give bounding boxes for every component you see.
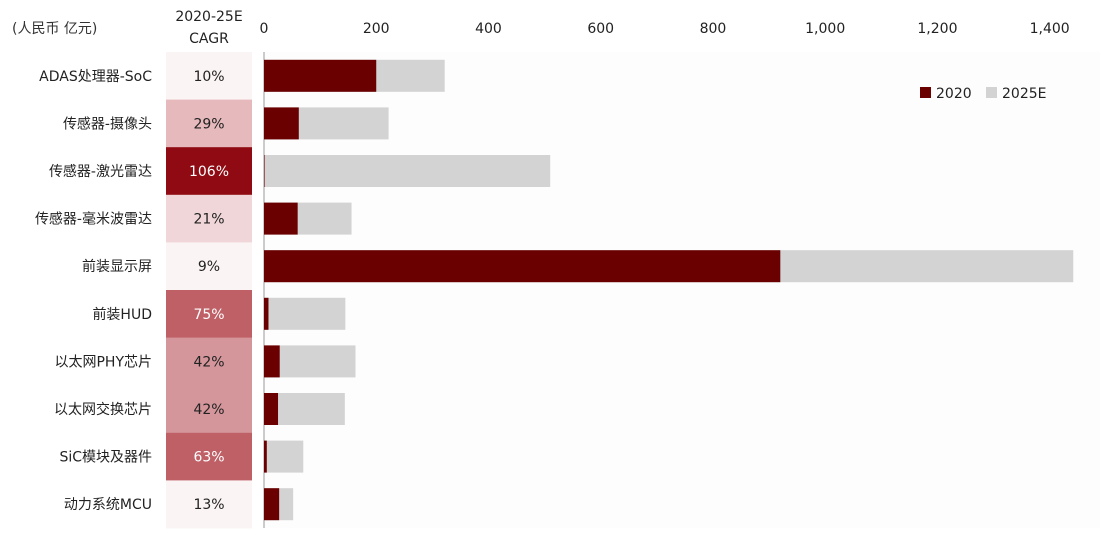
cagr-cell — [166, 337, 252, 386]
legend-swatch-2020 — [920, 87, 931, 98]
legend-swatch-2025e — [986, 87, 997, 98]
cagr-cell — [166, 147, 252, 196]
category-label: 前装显示屏 — [82, 258, 152, 275]
bar-2020 — [264, 107, 299, 140]
bar-2020 — [264, 202, 298, 235]
cagr-cell — [166, 290, 252, 339]
bar-2020 — [264, 59, 377, 92]
cagr-value: 63% — [193, 450, 224, 466]
cagr-header: 2020-25E CAGR — [166, 6, 252, 50]
cagr-value: 21% — [193, 212, 224, 228]
bar-2020 — [264, 345, 280, 378]
plot-area — [264, 52, 1100, 528]
x-tick-label: 1,400 — [1030, 21, 1070, 37]
cagr-header-line2: CAGR — [189, 31, 229, 47]
bar-2020 — [264, 297, 269, 330]
cagr-cell — [166, 242, 252, 291]
cagr-cell — [166, 52, 252, 101]
x-tick-label: 200 — [363, 21, 390, 37]
cagr-cell — [166, 432, 252, 481]
category-label: 传感器-激光雷达 — [49, 163, 152, 180]
x-tick-label: 1,000 — [805, 21, 845, 37]
x-tick-label: 400 — [475, 21, 502, 37]
cagr-value: 10% — [193, 69, 224, 85]
bar-2020 — [264, 393, 279, 425]
category-label: 前装HUD — [92, 306, 152, 323]
category-label: 动力系统MCU — [64, 497, 152, 513]
bar-2025e — [264, 155, 551, 187]
bar-2020 — [264, 440, 267, 473]
category-label: 传感器-毫米波雷达 — [35, 211, 152, 228]
bar-2020 — [264, 155, 265, 187]
cagr-value: 75% — [193, 307, 224, 323]
cagr-cell — [166, 480, 252, 529]
category-label: 传感器-摄像头 — [63, 115, 152, 132]
x-tick-label: 0 — [260, 21, 269, 37]
x-tick-label: 600 — [587, 21, 614, 37]
cagr-cell — [166, 99, 252, 148]
legend-label-2020: 2020 — [936, 86, 972, 102]
category-label: ADAS处理器-SoC — [39, 69, 152, 85]
cagr-cell — [166, 385, 252, 434]
category-label: 以太网PHY芯片 — [54, 354, 152, 370]
bar-2020 — [264, 250, 781, 283]
x-tick-label: 1,200 — [917, 21, 957, 37]
category-label: 以太网交换芯片 — [54, 401, 152, 418]
bar-2020 — [264, 488, 280, 521]
unit-label: (人民币 亿元) — [12, 21, 98, 37]
cagr-value: 42% — [193, 402, 224, 418]
cagr-value: 106% — [189, 164, 229, 180]
legend-label-2025e: 2025E — [1002, 86, 1046, 102]
cagr-value: 29% — [193, 116, 224, 132]
x-tick-label: 800 — [700, 21, 727, 37]
cagr-value: 9% — [198, 259, 220, 275]
cagr-cell — [166, 194, 252, 243]
cagr-header-line1: 2020-25E — [175, 9, 243, 25]
category-label: SiC模块及器件 — [59, 450, 152, 466]
bar-2025e — [264, 297, 346, 330]
cagr-value: 13% — [193, 497, 224, 513]
bar-2025e — [264, 440, 304, 473]
cagr-value: 42% — [193, 354, 224, 370]
